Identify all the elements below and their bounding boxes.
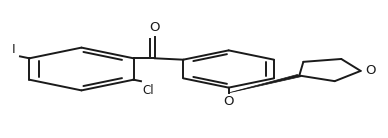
Polygon shape [229, 75, 301, 93]
Text: O: O [365, 64, 376, 77]
Text: I: I [12, 43, 16, 56]
Text: O: O [150, 21, 160, 34]
Text: Cl: Cl [142, 84, 154, 97]
Text: O: O [223, 95, 234, 108]
